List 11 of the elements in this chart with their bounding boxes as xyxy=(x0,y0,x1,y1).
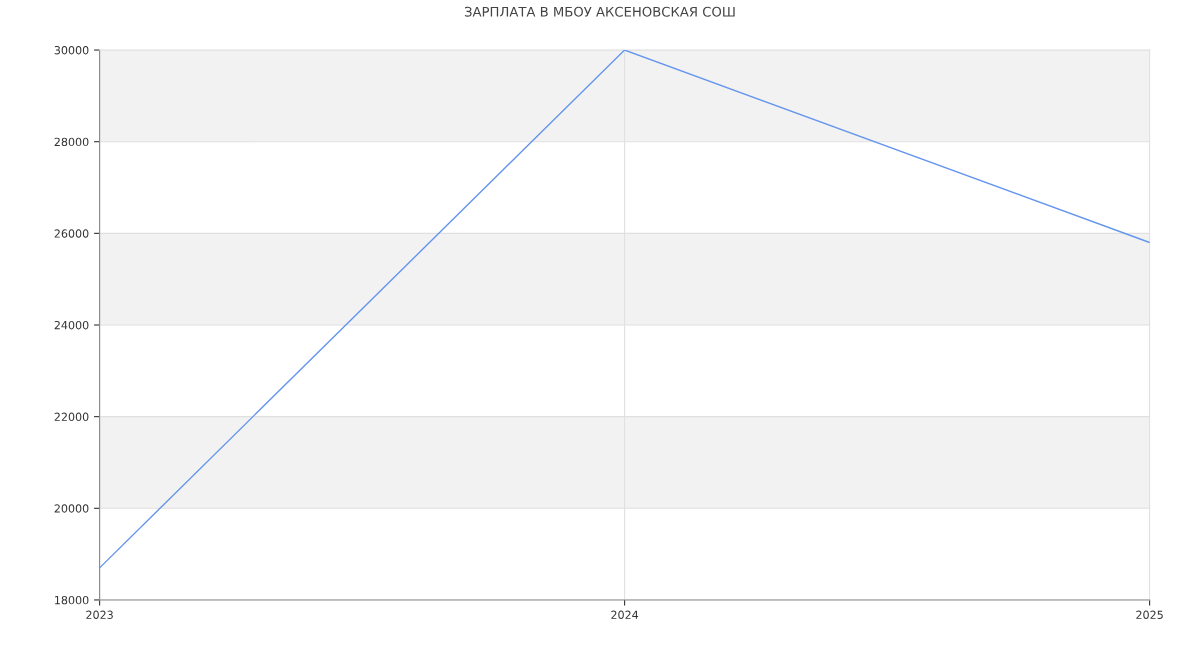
y-tick-label: 26000 xyxy=(54,229,89,238)
x-tick-label: 2024 xyxy=(611,610,639,619)
x-tick-label: 2025 xyxy=(1136,610,1163,619)
y-tick-label: 20000 xyxy=(54,504,89,513)
y-tick-label: 24000 xyxy=(54,320,89,330)
y-tick-label: 18000 xyxy=(55,595,89,605)
y-tick-label: 30000 xyxy=(54,46,89,55)
x-tick-label: 2023 xyxy=(86,610,113,619)
chart-title: ЗАРПЛАТА В МБОУ АКСЕНОВСКАЯ СОШ xyxy=(464,6,735,17)
y-tick-label: 22000 xyxy=(54,412,89,422)
y-tick-label: 28000 xyxy=(54,137,89,147)
